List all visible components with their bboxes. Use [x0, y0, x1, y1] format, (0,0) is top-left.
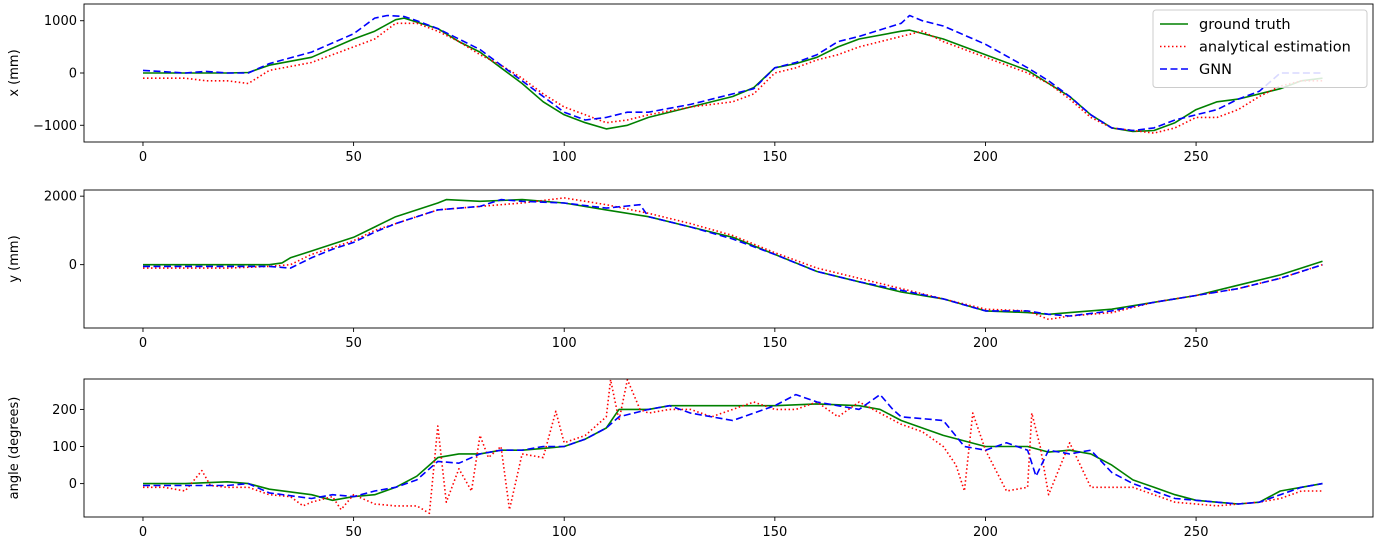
- x-tick-label: 50: [345, 150, 362, 165]
- x-tick-label: 150: [762, 150, 787, 165]
- y-axis-label: angle (degrees): [7, 397, 22, 500]
- x-tick-label: 150: [762, 525, 787, 540]
- y-tick-label: 2000: [44, 190, 77, 205]
- x-tick-label: 200: [973, 336, 998, 351]
- x-tick-label: 250: [1184, 336, 1209, 351]
- x-tick-label: 0: [139, 150, 147, 165]
- x-tick-label: 100: [552, 525, 577, 540]
- x-tick-label: 250: [1184, 150, 1209, 165]
- x-tick-label: 250: [1184, 525, 1209, 540]
- series-group: [143, 379, 1323, 515]
- y-tick-label: 100: [52, 440, 77, 455]
- legend-label: analytical estimation: [1199, 40, 1351, 56]
- series-line-ground-truth: [143, 198, 1323, 316]
- series-line-GNN: [142, 14, 1323, 132]
- x-tick-label: 0: [139, 336, 147, 351]
- subplot-1: 0 50 100 150 200 250 −1000 0 1000 x (mm) ground tr…: [7, 3, 1374, 165]
- legend-box: [1152, 9, 1368, 88]
- series-line-ground-truth: [143, 403, 1323, 505]
- y-tick-label: 0: [69, 258, 77, 273]
- series-group: [143, 197, 1323, 321]
- legend-label: ground truth: [1199, 17, 1291, 33]
- subplot-3: 0 50 100 150 200 250 0 100 200 angle (degrees): [7, 378, 1374, 540]
- y-tick-label: −1000: [33, 119, 77, 134]
- x-tick-label: 200: [973, 525, 998, 540]
- x-tick-label: 100: [552, 336, 577, 351]
- y-tick-label: 0: [69, 477, 77, 492]
- y-tick-label: 0: [69, 67, 77, 82]
- series-line-analytical-estimation: [143, 22, 1323, 134]
- series-group: [142, 14, 1323, 134]
- x-tick-label: 150: [762, 336, 787, 351]
- legend-label: GNN: [1199, 62, 1232, 78]
- series-line-GNN: [143, 198, 1323, 317]
- y-axis-label: y (mm): [7, 235, 22, 282]
- axes-frame: [83, 189, 1374, 329]
- series-line-analytical-estimation: [143, 197, 1323, 321]
- x-tick-label: 0: [139, 525, 147, 540]
- series-line-ground-truth: [143, 17, 1323, 133]
- series-line-analytical-estimation: [143, 379, 1323, 515]
- x-tick-label: 100: [552, 150, 577, 165]
- y-tick-label: 1000: [44, 14, 77, 29]
- axes-frame: [83, 378, 1374, 518]
- y-axis-label: x (mm): [7, 49, 22, 96]
- x-tick-label: 200: [973, 150, 998, 165]
- subplot-2: 0 50 100 150 200 250 0 2000 y (mm): [7, 189, 1374, 351]
- x-tick-label: 50: [345, 525, 362, 540]
- series-line-GNN: [143, 393, 1323, 505]
- y-tick-label: 200: [52, 403, 77, 418]
- legend: ground truth analytical estimation GNN: [1152, 9, 1368, 88]
- x-tick-label: 50: [345, 336, 362, 351]
